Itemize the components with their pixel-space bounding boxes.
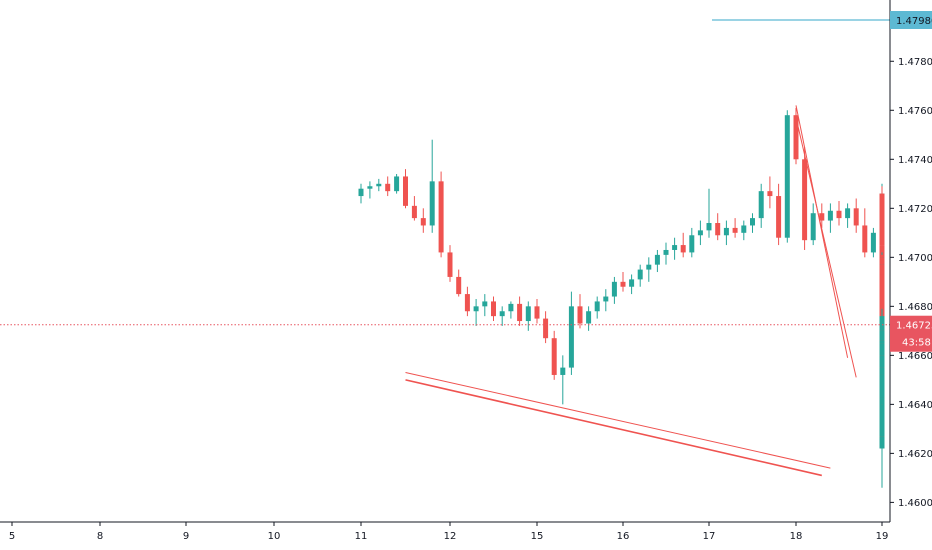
price-axis-label: 1.47000: [898, 253, 932, 264]
lower-trendline-a[interactable]: [405, 379, 822, 477]
candle: [508, 301, 514, 319]
horizontal-level-label: 1.47980: [896, 16, 932, 27]
candle: [750, 213, 755, 233]
candle: [594, 296, 600, 319]
trendlines: [405, 105, 857, 477]
candle: [411, 196, 417, 221]
candle: [499, 306, 505, 326]
time-axis-label: 16: [617, 531, 630, 542]
current-price-tag: 1.46725 43:58: [890, 315, 932, 352]
time-axis-label: 10: [268, 531, 281, 542]
price-axis-label: 1.46800: [898, 302, 932, 313]
candle: [697, 220, 703, 246]
candle: [637, 264, 643, 287]
candle: [741, 220, 747, 241]
candle: [551, 330, 557, 380]
time-axis-label: 17: [703, 531, 716, 542]
candle: [367, 181, 373, 199]
candle: [810, 203, 816, 246]
candles: [358, 107, 885, 488]
candle: [776, 183, 782, 246]
time-axis-label: 8: [97, 531, 103, 542]
price-axis-label: 1.46000: [898, 498, 932, 509]
candle: [568, 291, 574, 375]
price-axis-label: 1.46200: [898, 449, 932, 460]
candle: [862, 208, 868, 258]
price-axis-label: 1.46600: [898, 351, 932, 362]
candle: [420, 208, 426, 233]
upper-trendline-b[interactable]: [795, 117, 857, 378]
candle: [525, 301, 531, 331]
candle: [723, 220, 729, 246]
price-axis-label: 1.47800: [898, 57, 932, 68]
time-axis-label: 11: [355, 531, 368, 542]
price-axis-label: 1.46400: [898, 400, 932, 411]
price-axis-label: 1.47200: [898, 204, 932, 215]
candle: [689, 227, 695, 258]
candle: [534, 298, 540, 324]
price-axis[interactable]: 1.46000 1.46200 1.46400 1.46600 1.46800 1.470…: [890, 57, 932, 509]
candle: [376, 178, 382, 192]
candle: [560, 355, 566, 405]
candle: [611, 276, 617, 304]
time-axis-label: 15: [531, 531, 544, 542]
candle: [473, 298, 479, 326]
candle: [793, 107, 799, 165]
candle: [464, 286, 470, 317]
candle: [784, 110, 790, 243]
candle: [870, 227, 876, 258]
candle: [663, 242, 669, 265]
candle: [620, 272, 626, 292]
candle: [517, 296, 523, 326]
candle-countdown: 43:58: [902, 338, 931, 349]
horizontal-level-tag: 1.47980: [890, 11, 932, 29]
price-axis-label: 1.47400: [898, 155, 932, 166]
candle: [853, 198, 859, 233]
price-axis-label: 1.47600: [898, 106, 932, 117]
candle: [577, 294, 583, 329]
candle: [447, 245, 453, 282]
candle: [358, 183, 364, 204]
candle: [491, 296, 496, 322]
time-axis-label: 12: [444, 531, 457, 542]
candle: [394, 174, 400, 194]
candle: [819, 203, 825, 228]
candle: [403, 169, 408, 209]
candle: [706, 188, 712, 238]
candle: [802, 147, 808, 250]
candle: [385, 176, 391, 197]
candle: [672, 237, 678, 260]
candle: [646, 257, 652, 282]
candle: [629, 274, 635, 295]
candle: [732, 218, 738, 238]
candle: [845, 203, 851, 228]
plot-background: [0, 0, 890, 522]
time-axis-label: 5: [9, 531, 15, 542]
candle: [654, 249, 660, 273]
candle: [482, 294, 488, 317]
current-price-label: 1.46725: [896, 321, 932, 332]
candle: [758, 183, 764, 228]
candle: [429, 139, 435, 233]
candle: [767, 176, 773, 209]
time-axis-label: 18: [790, 531, 803, 542]
candle: [680, 232, 686, 258]
time-axis-label: 19: [876, 531, 889, 542]
candle: [586, 306, 592, 331]
candle: [879, 311, 885, 334]
time-axis[interactable]: 5 8 9 10 11 12 15 16 17 18 19: [9, 522, 889, 542]
candle: [827, 203, 833, 233]
time-axis-label: 9: [183, 531, 189, 542]
candle: [836, 200, 842, 226]
candle: [603, 289, 609, 312]
candle: [543, 311, 549, 344]
lower-trendline-b[interactable]: [405, 372, 831, 469]
upper-trendline-a[interactable]: [795, 105, 849, 358]
candle: [456, 269, 462, 297]
candle: [715, 213, 721, 241]
candle: [438, 171, 444, 258]
